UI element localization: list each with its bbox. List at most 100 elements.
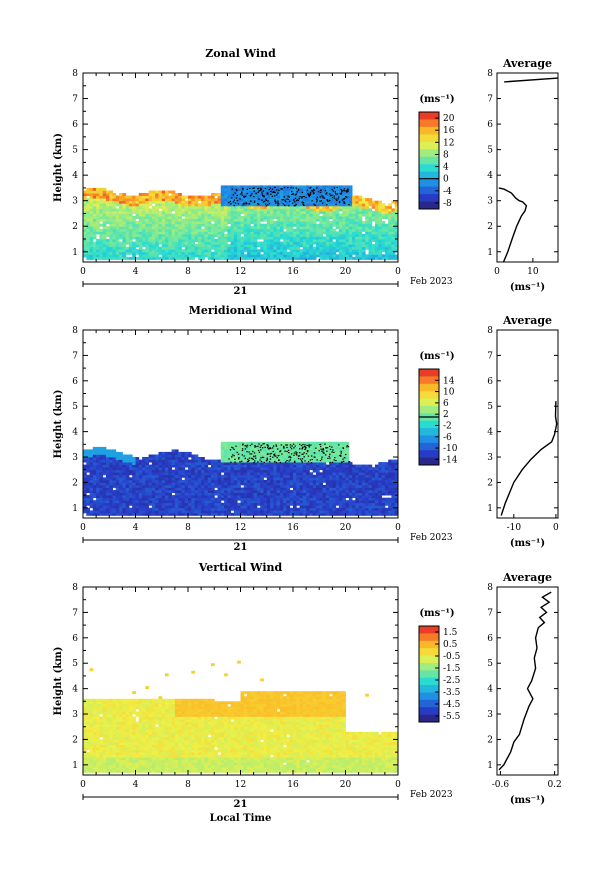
heatmap-cell [151,223,156,227]
heatmap-cell [109,464,113,468]
heatmap-cell [283,239,287,242]
heatmap-cell [194,477,199,481]
heatmap-cell [96,512,100,516]
heatmap-cell [224,251,228,255]
heatmap-cell [332,446,337,450]
heatmap-cell [109,472,113,476]
heatmap-cell [148,200,153,204]
heatmap-cell [122,226,127,230]
heatmap-cell [299,479,304,483]
heatmap-cell [243,190,248,194]
heatmap-cell [273,223,277,227]
heatmap-cell [128,218,133,222]
contour-mark [333,187,336,189]
heatmap-cell [276,472,281,476]
heatmap-cell [233,256,238,260]
contour-mark [302,202,305,204]
heatmap-cell [233,446,238,450]
colorbar-tick-label: -4 [443,187,452,197]
heatmap-cell [388,208,392,212]
heatmap-cell [132,246,136,250]
heatmap-cell [148,487,153,491]
heatmap-cell [273,236,277,240]
heatmap-cell [184,454,189,458]
heatmap-cell [106,464,110,468]
heatmap-cell [302,495,307,498]
heatmap-cell [171,487,176,491]
heatmap-cell [220,457,225,460]
heatmap-cell [217,490,222,493]
heatmap-cell [338,462,343,465]
heatmap-cell [312,185,317,189]
contour-mark [233,204,235,207]
heatmap-cell [99,492,104,496]
heatmap-cell [338,469,343,473]
heatmap-cell [299,231,304,235]
heatmap-cell [306,472,310,476]
heatmap-cell [112,454,117,458]
heatmap-cell [132,487,136,491]
heatmap-cell [316,500,320,504]
heatmap-cell [158,505,163,509]
heatmap-cell [247,474,251,478]
heatmap-cell [253,254,258,258]
heatmap-cell [106,487,110,491]
heatmap-cell [230,251,235,255]
heatmap-cell [161,203,166,207]
heatmap-cell [89,254,94,258]
heatmap-cell [217,218,222,222]
heatmap-cell [299,495,304,498]
heatmap-cell [220,444,225,448]
heatmap-cell [132,231,136,235]
heatmap-cell [171,216,176,219]
contour-mark [302,203,305,205]
heatmap-cell [83,251,87,255]
heatmap-cell [168,221,172,225]
heatmap-cell [96,239,100,242]
heatmap-cell [89,505,94,509]
heatmap-cell [368,200,373,204]
heatmap-cell [174,205,179,209]
heatmap-cell [299,210,304,214]
heatmap-cell [191,490,195,493]
heatmap-cell [289,218,294,222]
heatmap-cell [247,464,251,468]
heatmap-cell [132,198,136,202]
heatmap-cell [138,223,143,227]
heatmap-cell [253,507,258,511]
heatmap-cell [211,241,215,245]
heatmap-cell [109,233,113,237]
heatmap-cell [378,210,382,214]
heatmap-cell [158,216,163,219]
heatmap-cell [358,241,363,245]
heatmap-cell [306,226,310,230]
heatmap-cell [332,251,337,255]
heatmap-cell [289,200,294,204]
heatmap-cell [171,490,176,493]
heatmap-cell [168,492,172,496]
heatmap-cell [184,244,189,248]
heatmap-cell [211,256,215,260]
heatmap-cell [197,205,202,209]
heatmap-cell [289,441,294,445]
heatmap-cell [214,203,218,207]
heatmap-cell [207,479,212,483]
heatmap-cell [138,205,143,209]
heatmap-cell [253,226,258,230]
heatmap-cell [296,485,300,488]
heatmap-cell [312,216,317,219]
heatmap-cell [358,231,363,235]
heatmap-cell [92,502,97,506]
heatmap-cell [135,487,140,491]
panel-title: Meridional Wind [189,304,293,317]
heatmap-cell [384,254,389,258]
heatmap-cell [352,226,356,230]
heatmap-cell [106,195,110,199]
heatmap-cell [227,482,232,486]
heatmap-cell [220,482,225,486]
heatmap-cell [233,226,238,230]
heatmap-cell [214,228,218,232]
heatmap-cell [191,236,195,240]
heatmap-cell [348,200,353,204]
heatmap-cell [184,249,189,253]
